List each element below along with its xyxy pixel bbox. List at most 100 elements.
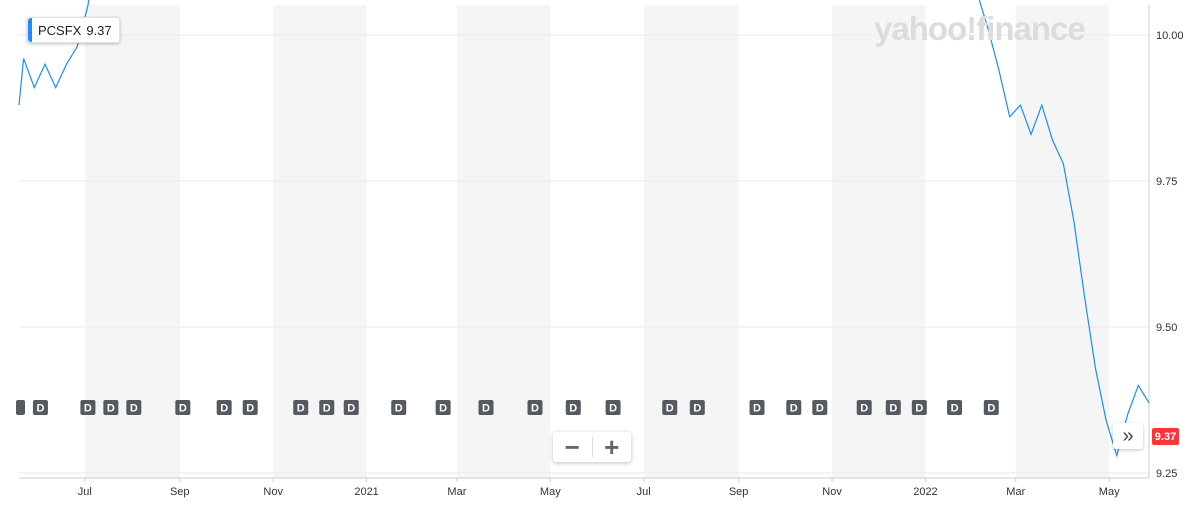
dividend-marker[interactable]: D — [689, 400, 705, 415]
zoom-in-button[interactable]: + — [604, 431, 620, 462]
x-tick-label: Nov — [822, 486, 842, 498]
dividend-badge-label: D — [323, 403, 331, 415]
dividend-marker[interactable]: D — [103, 400, 119, 415]
dividend-badge — [126, 400, 142, 415]
dividend-badge — [749, 400, 765, 415]
dividend-badge-label: D — [482, 403, 490, 415]
dividend-badge-label: D — [753, 403, 761, 415]
dividend-marker[interactable]: D — [32, 400, 48, 415]
dividend-marker[interactable]: D — [126, 400, 142, 415]
dividend-badge-label: D — [395, 403, 403, 415]
dividend-marker[interactable]: D — [983, 400, 999, 415]
dividend-badge — [983, 400, 999, 415]
dividend-marker[interactable]: D — [885, 400, 901, 415]
expand-chevrons-icon[interactable]: » — [1113, 423, 1143, 449]
dividend-marker[interactable] — [16, 400, 25, 415]
x-tick-label: 2022 — [913, 486, 937, 498]
y-tick-label: 9.50 — [1156, 322, 1177, 334]
x-tick-label: Jul — [78, 486, 92, 498]
dividend-marker[interactable]: D — [435, 400, 451, 415]
dividend-badge — [435, 400, 451, 415]
zoom-control: − + — [553, 432, 631, 462]
dividend-marker[interactable]: D — [786, 400, 802, 415]
legend: PCSFX 9.37 — [27, 17, 120, 43]
price-line — [18, 0, 1150, 458]
dividend-marker[interactable]: D — [527, 400, 543, 415]
dividend-badge-label: D — [347, 403, 355, 415]
month-band — [1015, 5, 1110, 478]
yahoo-finance-logo: yahoo!finance — [874, 10, 1086, 47]
dividend-marker[interactable]: D — [242, 400, 258, 415]
dividend-badge — [16, 400, 25, 415]
dividend-badge — [175, 400, 191, 415]
dividend-badge — [689, 400, 705, 415]
dividend-badge-label: D — [693, 403, 701, 415]
dividend-badge — [32, 400, 48, 415]
dividend-badge-label: D — [179, 403, 187, 415]
x-tick-label: Jul — [637, 486, 651, 498]
legend-value: 9.37 — [86, 22, 112, 38]
dividend-marker[interactable]: D — [319, 400, 335, 415]
dividend-badge — [605, 400, 621, 415]
dividend-marker[interactable]: D — [175, 400, 191, 415]
month-bands — [84, 5, 1110, 478]
dividend-marker[interactable]: D — [947, 400, 963, 415]
month-band — [273, 5, 367, 478]
dividend-badge — [319, 400, 335, 415]
dividend-badge-label: D — [860, 403, 868, 415]
month-band — [832, 5, 926, 478]
dividend-marker[interactable]: D — [565, 400, 581, 415]
dividend-badge — [527, 400, 543, 415]
dividend-badge — [885, 400, 901, 415]
zoom-separator — [591, 437, 593, 457]
dividend-marker[interactable]: D — [293, 400, 309, 415]
dividend-marker[interactable]: D — [478, 400, 494, 415]
dividend-badge-label: D — [107, 403, 115, 415]
dividend-badge — [812, 400, 828, 415]
dividend-badge — [911, 400, 927, 415]
x-tick-label: May — [540, 486, 561, 498]
dividend-marker[interactable]: D — [856, 400, 872, 415]
dividend-marker[interactable]: D — [662, 400, 678, 415]
zoom-out-button[interactable]: − — [564, 431, 580, 462]
current-price-tag: 9.37 — [1152, 428, 1179, 445]
dividend-badge-label: D — [951, 403, 959, 415]
dividend-badge-label: D — [36, 403, 44, 415]
month-band — [643, 5, 739, 478]
dividend-marker[interactable]: D — [216, 400, 232, 415]
dividend-badge-label: D — [609, 403, 617, 415]
dividend-badge-label: D — [915, 403, 923, 415]
x-tick-label: 2021 — [354, 486, 378, 498]
dividend-badge — [391, 400, 407, 415]
y-tick-label: 10.00 — [1156, 30, 1184, 42]
dividend-marker[interactable]: D — [80, 400, 96, 415]
dividend-marker[interactable]: D — [605, 400, 621, 415]
dividend-marker[interactable]: D — [812, 400, 828, 415]
dividend-badge — [216, 400, 232, 415]
x-tick-label: May — [1099, 486, 1120, 498]
dividend-badge-label: D — [84, 403, 92, 415]
x-axis: Jul Sep Nov 2021 Mar May Jul Sep Nov 2022 Mar May — [78, 478, 1120, 498]
dividend-badge — [343, 400, 359, 415]
legend-symbol: PCSFX — [38, 22, 82, 38]
y-tick-label: 9.25 — [1156, 468, 1177, 480]
dividend-badge — [242, 400, 258, 415]
dividend-badge — [565, 400, 581, 415]
dividend-badge-label: D — [790, 403, 798, 415]
dividend-badge-label: D — [569, 403, 577, 415]
dividend-marker[interactable]: D — [343, 400, 359, 415]
dividend-badge-label: D — [130, 403, 138, 415]
dividend-badge — [786, 400, 802, 415]
dividend-badge — [80, 400, 96, 415]
dividend-badge-label: D — [297, 403, 305, 415]
dividend-marker[interactable]: D — [911, 400, 927, 415]
dividend-marker[interactable]: D — [749, 400, 765, 415]
dividend-badge-label: D — [889, 403, 897, 415]
month-band — [456, 5, 551, 478]
dividend-badge-label: D — [816, 403, 824, 415]
dividend-marker[interactable]: D — [391, 400, 407, 415]
dividend-badge — [103, 400, 119, 415]
